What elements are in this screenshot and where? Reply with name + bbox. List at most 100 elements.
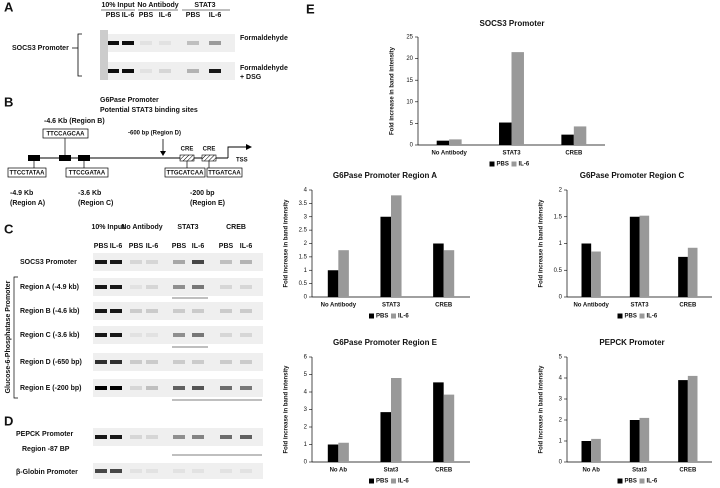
bar [511,52,524,146]
seq-box [164,167,206,178]
gel [93,428,263,446]
site [78,155,90,161]
lane-label: PBS [186,12,201,19]
legend-label: IL-6 [519,162,530,168]
bracket [13,276,18,399]
gel-band [122,41,134,45]
gel-band [159,41,171,45]
lane-label: IL-6 [240,243,253,250]
legend-swatch [391,478,396,484]
gel-band [110,309,122,313]
gel-band [146,309,158,313]
arrow-head [246,144,252,150]
group-label: Glucose-6-Phosphatase Promoter [5,280,12,393]
y-tick-label: 1 [559,439,563,445]
y-tick-label: 2.5 [299,228,308,234]
lane-label: PBS [129,243,144,250]
gel-band [110,386,122,390]
gel-band [130,285,142,289]
lane-header: CREB [226,224,246,231]
condition: Formaldehyde [240,35,288,42]
legend-swatch [391,313,396,319]
x-tick-label: No Antibody [321,303,357,309]
gel-band [192,386,204,390]
y-tick-label: 3 [559,397,563,403]
gel-band [240,469,252,473]
y-tick-label: 0 [559,295,563,301]
row-label: Region B (-4.6 kb) [20,308,80,315]
position: (Region C) [78,200,113,207]
gel-band [240,386,252,390]
lane-header: No Antibody [137,2,178,9]
gel-band [146,285,158,289]
chart-title: G6Pase Promoter Region C [580,171,685,180]
row-label: Region -87 BP [22,446,70,453]
gel-band [107,41,119,45]
gel-band [140,69,152,73]
gel-band [173,360,185,364]
legend-swatch [369,478,374,484]
gel-band [192,285,204,289]
bar [581,441,592,462]
tss-label: TSS [236,158,248,164]
gel-band [240,260,252,264]
panel-letter: E [306,1,315,16]
lane-header: 10% Input [91,224,125,231]
gel-band [110,260,122,264]
legend-swatch [617,478,623,484]
site [28,155,40,161]
region-label: -4.6 Kb (Region B) [44,118,105,125]
gel-band [209,41,221,45]
gel [93,463,263,479]
x-tick-label: CREB [679,468,697,474]
bar [629,216,640,297]
gel [93,302,263,320]
gel-band [130,260,142,264]
row-label: β-Globin Promoter [16,469,78,476]
gel-band [220,260,232,264]
gel-band [130,360,142,364]
bar [338,250,349,297]
y-tick-label: 6 [304,355,308,361]
bar [443,250,455,297]
bar [678,256,688,297]
gel-band [130,309,142,313]
gel-band [209,69,221,73]
x-tick-label: No Ab [330,468,348,474]
panel-letter: D [4,413,13,428]
region-label: -600 bp (Region D) [128,131,181,137]
bar [591,438,601,462]
lane-label: IL-6 [146,243,159,250]
y-tick-label: 0.5 [299,281,308,287]
bar [639,215,650,297]
lane-label: IL-6 [110,243,123,250]
y-tick-label: 15 [406,78,413,84]
connector [33,161,210,168]
lane-label: PBS [94,243,109,250]
y-tick-label: 0.5 [554,268,563,274]
gel-band [95,360,107,364]
legend-label: PBS [497,162,509,168]
gel-band [240,435,252,439]
panel-letter: A [4,0,14,14]
bar [327,270,339,297]
position: (Region E) [190,200,225,207]
gel-band [110,435,122,439]
y-tick-label: 1 [304,268,308,274]
gel-band [173,386,185,390]
y-tick-label: 5 [559,355,563,361]
lane-label: PBS [106,12,121,19]
lane-header: 10% Input [101,2,135,9]
gel-band [95,333,107,337]
gel-band [146,469,158,473]
legend-label: PBS [625,479,637,485]
x-tick-label: No Antibody [431,151,467,157]
bar [433,382,444,462]
y-tick-label: 1.5 [299,254,308,260]
bar [436,140,450,145]
legend-swatch [639,313,645,319]
gel-band [220,386,232,390]
promoter-subtitle: Potential STAT3 binding sites [100,107,198,114]
y-tick-label: 5 [410,121,414,127]
